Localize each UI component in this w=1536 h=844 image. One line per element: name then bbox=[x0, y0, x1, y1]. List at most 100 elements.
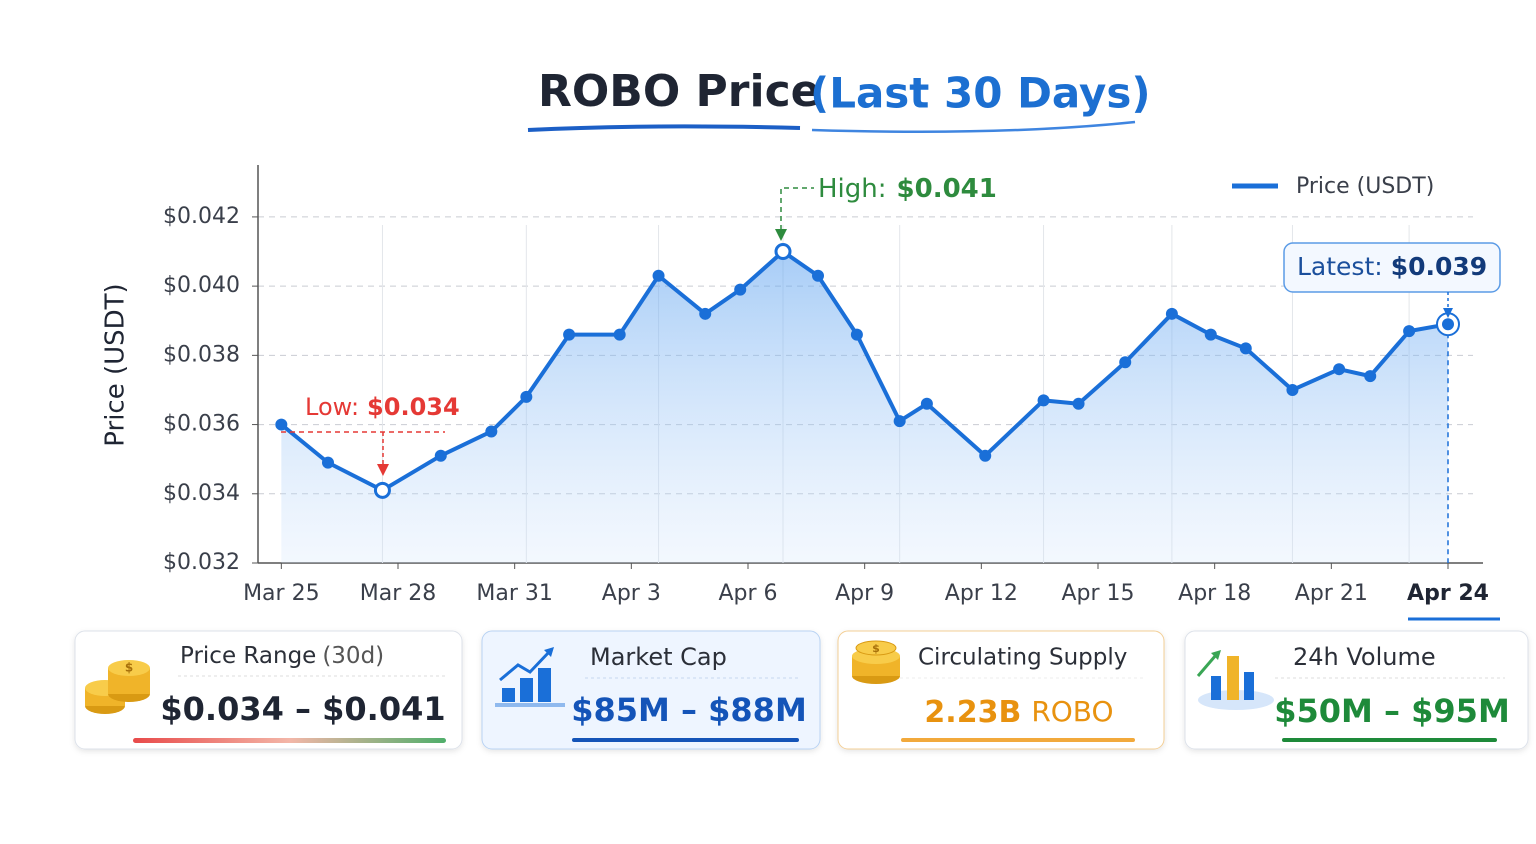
card-value: $0.034 – $0.041 bbox=[160, 690, 445, 728]
point bbox=[1119, 356, 1132, 369]
point bbox=[774, 243, 792, 261]
low-label: Low: bbox=[305, 393, 359, 421]
point bbox=[322, 456, 334, 469]
x-tick-label: Mar 25 bbox=[243, 581, 320, 606]
y-tick-label: $0.034 bbox=[163, 481, 240, 506]
x-tick-label: Apr 6 bbox=[718, 581, 777, 606]
point bbox=[920, 397, 933, 410]
card-note: (30d) bbox=[322, 643, 384, 669]
card-title: Market Cap bbox=[590, 643, 727, 671]
area bbox=[281, 251, 1448, 564]
low-annotation: Low: $0.034 bbox=[305, 393, 460, 421]
legend-label: Price (USDT) bbox=[1296, 174, 1434, 199]
subtitle-underline bbox=[811, 120, 1136, 134]
card-bar bbox=[901, 738, 1135, 742]
point bbox=[563, 328, 576, 341]
chart-title: ROBO Price bbox=[538, 66, 821, 117]
svg-text:$: $ bbox=[125, 661, 133, 675]
latest-label: Latest: bbox=[1297, 252, 1383, 281]
point bbox=[1204, 328, 1217, 341]
x-tick-label: Mar 31 bbox=[476, 581, 553, 606]
x-tick-label: Apr 3 bbox=[602, 581, 661, 606]
card-value: 2.23B ROBO bbox=[924, 695, 1113, 730]
plot-area: $0.032 $0.034 $0.036 $0.038 $0.040 $0.042 Mar … bbox=[163, 165, 1489, 606]
y-tick-label: $0.040 bbox=[163, 273, 240, 298]
high-label: High: bbox=[818, 174, 887, 204]
card: Market Cap $85M – $88M bbox=[481, 630, 821, 750]
point bbox=[485, 425, 498, 438]
card: $ Circulating Supply 2.23B ROBO bbox=[837, 630, 1165, 750]
coins-icon: $ bbox=[85, 660, 150, 714]
point bbox=[520, 390, 533, 403]
card-bar bbox=[572, 738, 799, 742]
y-tick-label: $0.038 bbox=[163, 342, 240, 367]
point bbox=[434, 449, 447, 462]
x-tick-label: Apr 12 bbox=[945, 581, 1018, 606]
y-tick-label: $0.042 bbox=[163, 204, 240, 229]
point bbox=[1037, 394, 1050, 407]
card-bar bbox=[1282, 738, 1497, 742]
point bbox=[373, 481, 391, 499]
point bbox=[734, 283, 747, 296]
card: $ Price Range (30d) $0.034 – $0.041 bbox=[74, 630, 463, 750]
low-value: $0.034 bbox=[367, 393, 460, 421]
point bbox=[812, 269, 824, 282]
coins-icon: $ bbox=[852, 640, 900, 684]
card-bg bbox=[481, 630, 821, 750]
high-guide bbox=[780, 187, 814, 230]
y-tick-label: $0.036 bbox=[163, 412, 240, 437]
card: 24h Volume $50M – $95M bbox=[1184, 630, 1529, 750]
point bbox=[979, 449, 992, 462]
high-value: $0.041 bbox=[897, 174, 997, 204]
card-bar bbox=[133, 738, 446, 743]
svg-text:$: $ bbox=[872, 642, 880, 655]
title-underline bbox=[527, 124, 801, 132]
point bbox=[893, 415, 906, 428]
x-tick-label: Apr 21 bbox=[1295, 581, 1368, 606]
card-bg bbox=[837, 630, 1165, 750]
point bbox=[1286, 383, 1299, 396]
card-value-number: 2.23B bbox=[924, 695, 1021, 730]
chart-icon bbox=[495, 647, 565, 707]
card-value: $85M – $88M bbox=[571, 691, 807, 729]
point bbox=[652, 269, 665, 282]
card-bg bbox=[1184, 630, 1529, 750]
card-title-text: Price Range bbox=[180, 643, 316, 669]
low-arrowhead bbox=[377, 464, 389, 476]
latest-arrowhead bbox=[1443, 308, 1453, 318]
point bbox=[1364, 370, 1377, 383]
point bbox=[1403, 325, 1416, 338]
latest-value: $0.039 bbox=[1391, 252, 1487, 281]
y-tick-label: $0.032 bbox=[163, 550, 240, 575]
card-bg bbox=[74, 630, 463, 750]
point bbox=[1239, 342, 1252, 355]
point bbox=[850, 328, 863, 341]
card-title: 24h Volume bbox=[1293, 643, 1436, 671]
x-tick-label: Apr 15 bbox=[1061, 581, 1134, 606]
x-tick-label: Apr 18 bbox=[1178, 581, 1251, 606]
point bbox=[1442, 318, 1454, 331]
line bbox=[280, 249, 1449, 493]
high-arrowhead bbox=[775, 229, 787, 241]
latest-annotation: Latest: $0.039 bbox=[1297, 252, 1487, 281]
point bbox=[275, 418, 288, 431]
card-value: $50M – $95M bbox=[1274, 692, 1510, 730]
point bbox=[1072, 397, 1085, 410]
point bbox=[613, 328, 626, 341]
x-tick-label: Mar 28 bbox=[360, 581, 437, 606]
latest-box bbox=[1283, 242, 1501, 293]
card-title: Price Range (30d) bbox=[180, 643, 384, 669]
point bbox=[1333, 363, 1346, 376]
volume-icon bbox=[1196, 650, 1274, 710]
card-unit: ROBO bbox=[1031, 695, 1113, 728]
x-tick-label: Apr 24 bbox=[1407, 581, 1489, 606]
point bbox=[1165, 307, 1178, 320]
high-annotation: High: $0.041 bbox=[818, 174, 997, 204]
x-tick-label: Apr 9 bbox=[835, 581, 894, 606]
chart-subtitle: (Last 30 Days) bbox=[810, 69, 1151, 118]
y-axis-label: Price (USDT) bbox=[101, 283, 131, 446]
card-title: Circulating Supply bbox=[918, 645, 1127, 671]
point bbox=[699, 307, 712, 320]
